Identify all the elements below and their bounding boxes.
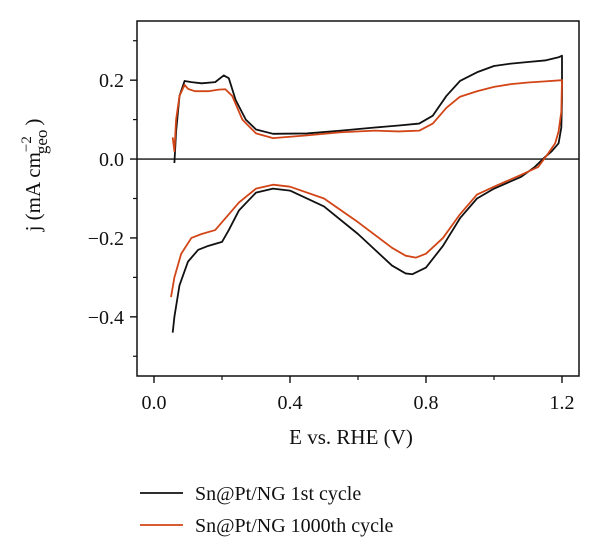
tick-layer: 0.0 0.4 0.8 1.2 0.2 0.0 −0.2 −0.4 bbox=[88, 40, 575, 414]
plot-frame bbox=[136, 20, 580, 377]
plot-area: 0.0 0.4 0.8 1.2 0.2 0.0 −0.2 −0.4 bbox=[88, 20, 580, 414]
y-tick-label: 0.0 bbox=[99, 149, 124, 171]
y-axis-label-sup: −2 bbox=[19, 136, 35, 152]
y-axis-label-close: ) bbox=[21, 119, 45, 126]
x-axis-label: E vs. RHE (V) bbox=[289, 425, 413, 449]
legend: Sn@Pt/NG 1st cycle Sn@Pt/NG 1000th cycle bbox=[140, 483, 394, 537]
x-tick-label: 0.0 bbox=[142, 392, 167, 414]
y-tick-label: −0.2 bbox=[88, 228, 124, 250]
x-tick-label: 0.8 bbox=[414, 392, 439, 414]
y-tick-label: 0.2 bbox=[99, 70, 124, 92]
y-tick-label: −0.4 bbox=[88, 307, 124, 329]
series-line-1000th-cycle bbox=[170, 79, 563, 298]
x-tick-label: 1.2 bbox=[550, 392, 575, 414]
y-axis-label-main: j (mA cm bbox=[21, 152, 45, 232]
series-layer bbox=[170, 54, 563, 333]
legend-label-1000th-cycle: Sn@Pt/NG 1000th cycle bbox=[195, 515, 394, 537]
series-line-1st-cycle bbox=[171, 54, 563, 333]
y-axis-label: j (mA cm−2geo) bbox=[19, 119, 51, 233]
x-tick-label: 0.4 bbox=[278, 392, 303, 414]
y-axis-label-sub: geo bbox=[32, 130, 51, 155]
legend-label-1st-cycle: Sn@Pt/NG 1st cycle bbox=[195, 483, 361, 505]
